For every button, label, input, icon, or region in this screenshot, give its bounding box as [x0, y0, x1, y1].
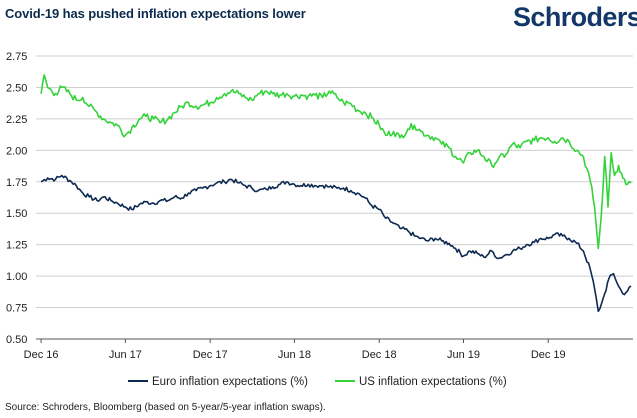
y-tick-label: 0.50 [6, 334, 27, 346]
x-tick-label: Dec 18 [362, 349, 397, 361]
source-note: Source: Schroders, Bloomberg (based on 5… [5, 402, 326, 413]
legend-label: US inflation expectations (%) [359, 376, 507, 388]
y-tick-label: 2.25 [6, 114, 27, 126]
y-tick-label: 1.50 [6, 208, 27, 220]
line-chart: 2.75 2.50 2.25 2.00 1.75 1.50 1.25 1.00 0.75 0.50… [6, 51, 633, 388]
x-tick-label: Jun 18 [278, 349, 311, 361]
y-tick-label: 0.75 [6, 303, 27, 315]
x-tick-label: Dec 19 [531, 349, 566, 361]
series-line-us [40, 74, 632, 250]
brand-logo: Schroders [513, 2, 637, 32]
x-tick-label: Dec 16 [24, 349, 59, 361]
y-tick-label: 1.00 [6, 271, 27, 283]
gridlines [36, 55, 633, 309]
x-tick-label: Jun 17 [109, 349, 142, 361]
x-axis: Dec 16 Jun 17 Dec 17 Jun 18 Dec 18 Jun 19 Dec … [24, 338, 633, 361]
legend: Euro inflation expectations (%) US inflat… [128, 376, 507, 388]
x-tick-label: Jun 19 [447, 349, 480, 361]
y-axis-ticks: 2.75 2.50 2.25 2.00 1.75 1.50 1.25 1.00 0.75 0.50 [6, 51, 27, 346]
legend-label: Euro inflation expectations (%) [152, 376, 308, 388]
y-tick-label: 1.75 [6, 177, 27, 189]
y-tick-label: 2.50 [6, 82, 27, 94]
series-line-euro [40, 174, 632, 313]
y-tick-label: 1.25 [6, 240, 27, 252]
x-tick-label: Dec 17 [193, 349, 228, 361]
series-lines [40, 74, 632, 313]
chart-title: Covid-19 has pushed inflation expectatio… [5, 6, 306, 21]
y-tick-label: 2.75 [6, 51, 27, 63]
y-tick-label: 2.00 [6, 145, 27, 157]
